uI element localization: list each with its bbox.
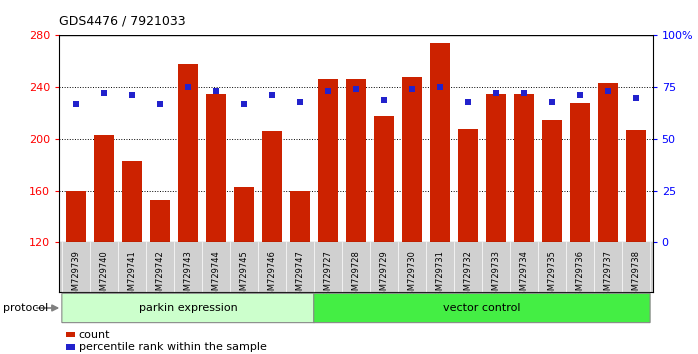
Text: GSM729734: GSM729734: [519, 250, 528, 301]
Point: [239, 101, 250, 107]
Text: GSM729744: GSM729744: [211, 250, 221, 301]
Point: [126, 93, 138, 98]
Bar: [514, 94, 534, 242]
Text: GSM729741: GSM729741: [128, 250, 137, 301]
Point: [434, 84, 445, 90]
Bar: [66, 191, 86, 242]
Text: GSM729746: GSM729746: [267, 250, 276, 301]
Point: [154, 101, 165, 107]
Point: [211, 88, 222, 94]
Text: GSM729740: GSM729740: [100, 250, 109, 301]
Point: [182, 84, 193, 90]
Bar: [374, 116, 394, 242]
Text: GSM729735: GSM729735: [547, 250, 556, 301]
Bar: [626, 130, 646, 242]
Point: [547, 99, 558, 104]
Text: GSM729733: GSM729733: [491, 250, 500, 301]
Point: [350, 86, 362, 92]
Text: GSM729738: GSM729738: [631, 250, 640, 301]
Point: [574, 93, 586, 98]
Text: GSM729730: GSM729730: [408, 250, 417, 301]
Bar: [542, 120, 562, 242]
Text: GSM729729: GSM729729: [380, 250, 389, 301]
Text: GSM729737: GSM729737: [603, 250, 612, 301]
Bar: [570, 103, 590, 242]
Point: [322, 88, 334, 94]
Text: GSM729743: GSM729743: [184, 250, 193, 301]
Bar: [458, 129, 477, 242]
Bar: [178, 64, 198, 242]
Text: GDS4476 / 7921033: GDS4476 / 7921033: [59, 14, 186, 27]
Point: [519, 91, 530, 96]
Point: [462, 99, 473, 104]
Text: vector control: vector control: [443, 303, 521, 313]
Text: GSM729739: GSM729739: [72, 250, 81, 301]
Text: percentile rank within the sample: percentile rank within the sample: [79, 342, 267, 352]
Point: [406, 86, 417, 92]
Text: parkin expression: parkin expression: [139, 303, 237, 313]
Text: GSM729728: GSM729728: [352, 250, 360, 301]
Bar: [94, 135, 114, 242]
Bar: [122, 161, 142, 242]
Bar: [150, 200, 170, 242]
Bar: [235, 187, 254, 242]
Text: GSM729747: GSM729747: [295, 250, 304, 301]
Text: protocol: protocol: [3, 303, 49, 313]
Point: [98, 91, 110, 96]
FancyBboxPatch shape: [313, 293, 650, 322]
Bar: [262, 131, 282, 242]
Bar: [290, 191, 310, 242]
Point: [602, 88, 614, 94]
Text: GSM729745: GSM729745: [239, 250, 248, 301]
Bar: [402, 77, 422, 242]
Text: GSM729742: GSM729742: [156, 250, 165, 301]
Text: GSM729736: GSM729736: [575, 250, 584, 301]
Bar: [598, 83, 618, 242]
Text: count: count: [79, 330, 110, 339]
Point: [378, 97, 389, 102]
Point: [630, 95, 641, 101]
FancyBboxPatch shape: [62, 293, 314, 322]
Text: GSM729731: GSM729731: [436, 250, 445, 301]
Point: [267, 93, 278, 98]
Bar: [486, 94, 506, 242]
Point: [295, 99, 306, 104]
Text: GSM729732: GSM729732: [463, 250, 473, 301]
Bar: [430, 43, 450, 242]
Point: [70, 101, 82, 107]
Bar: [206, 94, 226, 242]
Point: [490, 91, 501, 96]
Bar: [318, 79, 338, 242]
Text: GSM729727: GSM729727: [323, 250, 332, 301]
Bar: [346, 79, 366, 242]
